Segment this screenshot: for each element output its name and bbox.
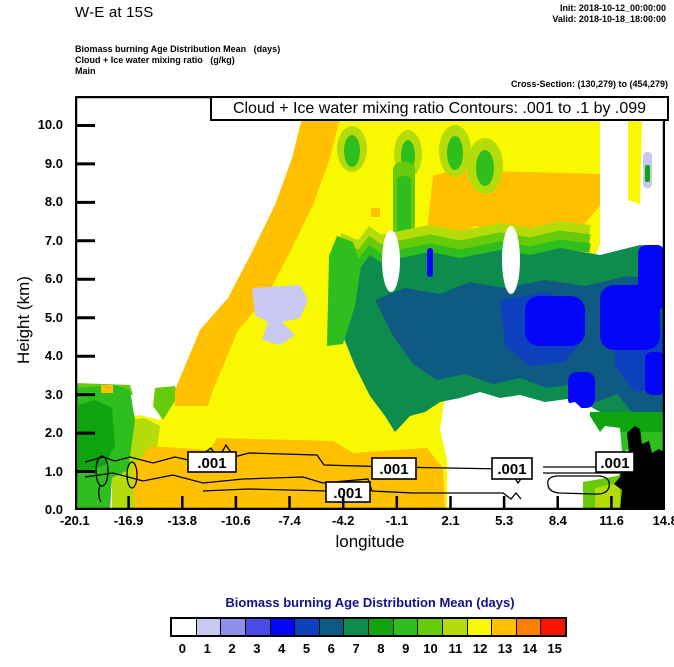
colorbar-tick-label: 12 [472, 641, 488, 656]
colorbar-title: Biomass burning Age Distribution Mean (d… [225, 595, 515, 610]
colorbar-cell [392, 619, 418, 635]
colorbar-cell [491, 619, 516, 635]
y-axis-tick-labels: 10.0 9.0 8.0 7.0 6.0 5.0 4.0 3.0 2.0 1.0 0.0 [18, 118, 63, 517]
contour-label: .001 [379, 461, 408, 478]
x-tick-label: -4.2 [331, 513, 355, 528]
colorbar-tick-label: 14 [522, 641, 538, 656]
colorbar-tick-label: 5 [302, 641, 311, 656]
contour-label: .001 [497, 461, 526, 478]
x-tick-label: -20.1 [60, 513, 90, 528]
y-tick-label: 0.0 [44, 502, 63, 517]
x-axis-ticks [127, 496, 613, 510]
x-tick-label: 5.3 [495, 513, 514, 528]
colorbar-tick-label: 1 [203, 641, 211, 656]
colorbar-cell [220, 619, 245, 635]
colorbar-cell [466, 619, 492, 635]
page-title: W-E at 15S [75, 4, 154, 21]
y-tick-label: 5.0 [44, 309, 63, 325]
colorbar-cell [195, 619, 221, 635]
y-tick-label: 6.0 [44, 271, 63, 286]
x-tick-label: 14.8 [652, 513, 674, 528]
colorbar-cell [515, 619, 541, 635]
colorbar-tick-label: 6 [327, 641, 335, 656]
colorbar-cell [417, 619, 442, 635]
colorbar-cell [244, 619, 270, 635]
y-axis-ticks [75, 124, 95, 510]
colorbar-cell [269, 619, 295, 635]
colorbar-tick-label: 11 [448, 641, 463, 656]
x-tick-label: -10.6 [221, 513, 251, 528]
y-tick-label: 8.0 [44, 194, 63, 209]
x-tick-label: 11.6 [599, 513, 624, 528]
colorbar-cell [343, 619, 368, 635]
colorbar-tick-label: 3 [253, 641, 261, 656]
x-tick-label: -1.1 [385, 513, 409, 528]
contour-labels: .001 .001 .001 .001 .001 [187, 451, 635, 503]
x-tick-label: -13.8 [167, 513, 197, 528]
valid-time: Valid: 2018-10-18_18:00:00 [552, 14, 666, 24]
colorbar-tick-label: 15 [547, 641, 562, 656]
colorbar-tick-label: 9 [402, 641, 410, 656]
colorbar-cell [318, 619, 344, 635]
contour-label: .001 [197, 455, 226, 472]
colorbar-tick-label: 7 [352, 641, 360, 656]
colorbar [170, 617, 567, 637]
colorbar-tick-label: 0 [178, 641, 187, 656]
colorbar-tick-label: 4 [278, 641, 286, 656]
colorbar-cell [540, 619, 565, 635]
cross-section-plot: .001 .001 .001 .001 .001 [75, 96, 665, 510]
y-tick-label: 7.0 [44, 232, 63, 248]
y-tick-label: 2.0 [44, 425, 63, 440]
y-tick-label: 3.0 [44, 386, 63, 402]
x-axis-title: longitude [335, 532, 405, 551]
colorbar-tick-label: 13 [497, 641, 513, 656]
contour-label: .001 [600, 455, 629, 472]
init-time: Init: 2018-10-12_00:00:00 [559, 3, 666, 13]
colorbar-tick-label: 8 [377, 641, 385, 656]
colorbar-tick-labels: 0 1 2 3 4 5 6 7 8 9 10 11 12 13 14 15 [170, 641, 567, 656]
cross-section-coords: Cross-Section: (130,279) to (454,279) [510, 79, 668, 89]
y-tick-label: 10.0 [37, 117, 63, 132]
colorbar-cell [441, 619, 467, 635]
x-tick-label: 2.1 [441, 513, 460, 528]
y-tick-label: 9.0 [44, 155, 63, 171]
x-tick-label: -16.9 [113, 513, 144, 528]
colorbar-tick-label: 10 [423, 641, 438, 656]
colorbar-cell [294, 619, 319, 635]
x-axis-tick-labels: -20.1 -16.9 -13.8 -10.6 -7.4 -4.2 -1.1 2.1 5.3 8.… [48, 513, 674, 528]
field-description: Biomass burning Age Distribution Mean (d… [75, 44, 281, 76]
y-tick-label: 4.0 [44, 348, 63, 363]
contour-label: .001 [333, 485, 362, 502]
x-tick-label: 8.4 [548, 513, 567, 528]
colorbar-cell [368, 619, 393, 635]
run-times: Init: 2018-10-12_00:00:00 Valid: 2018-10… [552, 3, 666, 25]
colorbar-cell [172, 619, 196, 635]
y-tick-label: 1.0 [44, 463, 63, 479]
x-tick-label: -7.4 [278, 513, 301, 528]
colorbar-tick-label: 2 [228, 641, 236, 656]
plot-title: Cloud + Ice water mixing ratio Contours:… [210, 96, 669, 121]
